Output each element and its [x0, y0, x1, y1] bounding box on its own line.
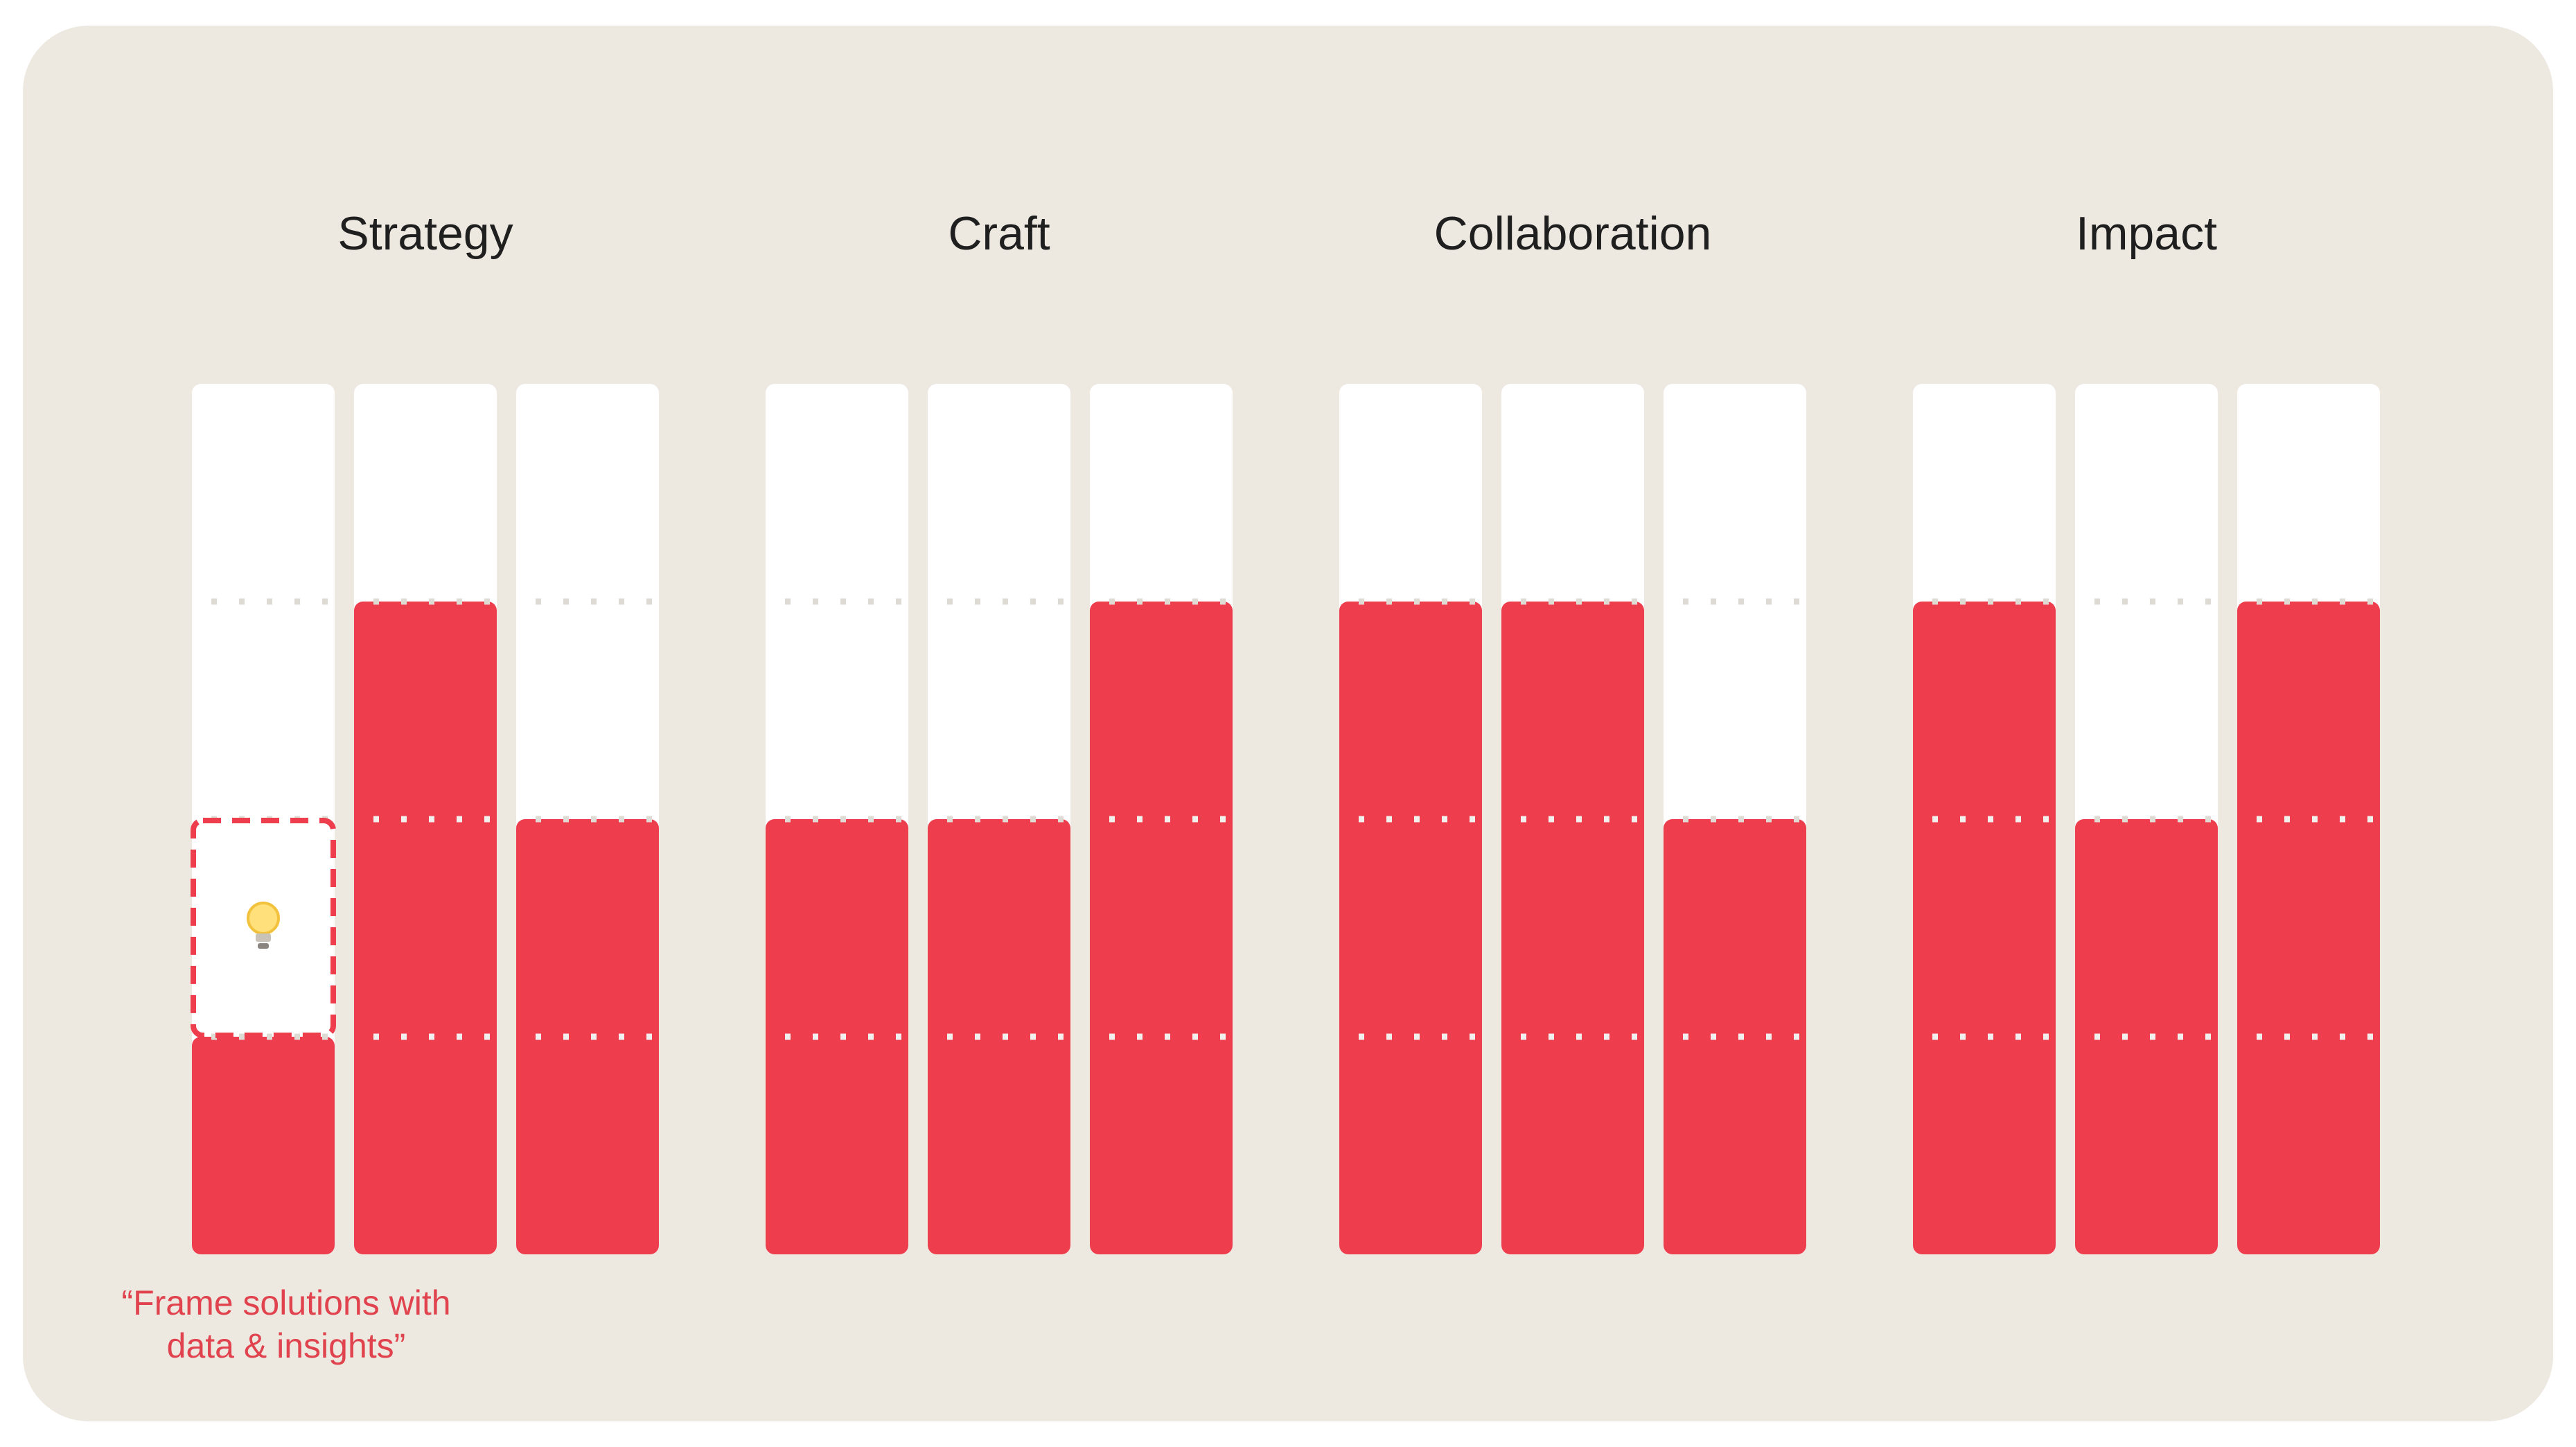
highlight-target-box	[191, 818, 336, 1038]
bar	[2075, 819, 2218, 1254]
bar	[516, 819, 659, 1254]
bar-chart: Strategy Craft Collaboration Impact	[191, 207, 2380, 1254]
highlight-annotation: “Frame solutions with data & insights”	[64, 1281, 508, 1367]
annotation-line-1: “Frame solutions with	[121, 1283, 451, 1322]
bar	[1339, 602, 1482, 1254]
group-title: Collaboration	[1434, 207, 1712, 260]
bar	[192, 1037, 335, 1254]
lightbulb-icon	[247, 902, 280, 935]
bar	[1664, 819, 1806, 1254]
lightbulb-icon-base	[256, 933, 271, 942]
bar	[1913, 602, 2056, 1254]
bar	[1090, 602, 1233, 1254]
group-title: Impact	[2076, 207, 2217, 260]
bar	[2237, 602, 2380, 1254]
bar	[766, 819, 908, 1254]
bar	[1501, 602, 1644, 1254]
bar	[928, 819, 1070, 1254]
group-title: Craft	[948, 207, 1050, 260]
group-title: Strategy	[337, 207, 513, 260]
lightbulb-icon-tip	[258, 943, 269, 949]
annotation-line-2: data & insights”	[166, 1326, 406, 1365]
bar	[354, 602, 497, 1254]
chart-panel: Strategy Craft Collaboration Impact “Frame …	[23, 26, 2553, 1421]
